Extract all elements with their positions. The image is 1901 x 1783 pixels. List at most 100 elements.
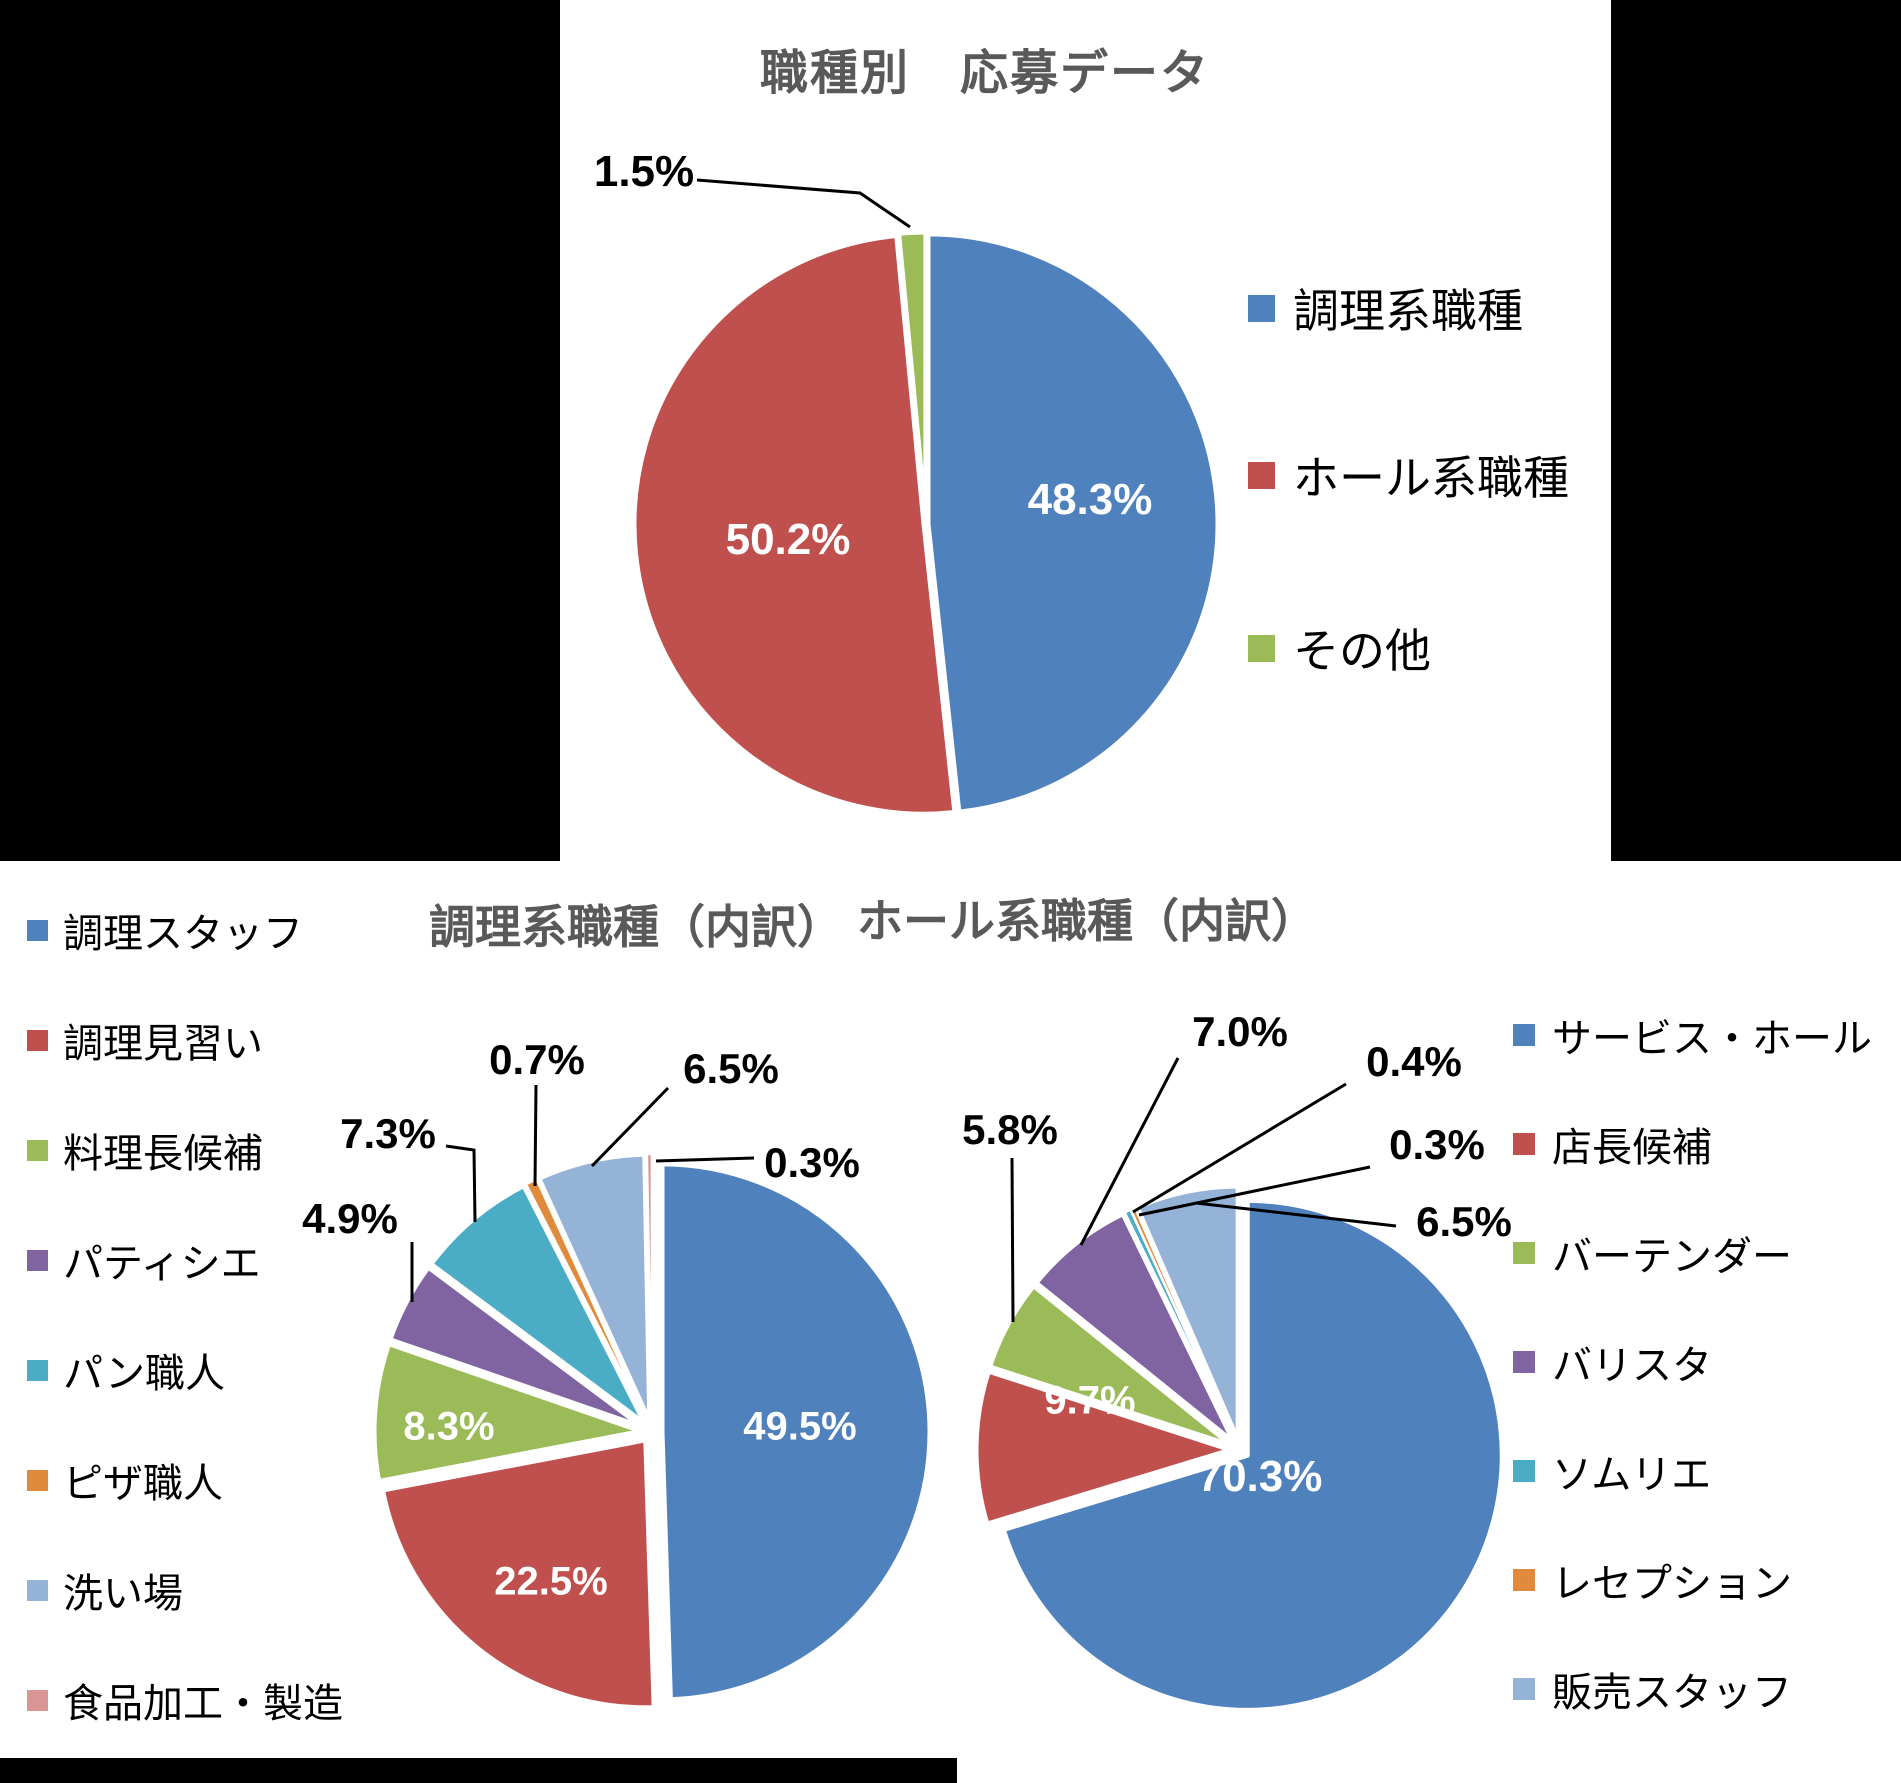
legend-label-baker: パン職人 xyxy=(63,1352,225,1396)
leader-line-pizza xyxy=(533,1084,538,1187)
pie-slice-ホール系職種 xyxy=(631,232,958,817)
slice-label-dishwashing: 6.5% xyxy=(683,1045,779,1092)
legend-label-sales-staff: 販売スタッフ xyxy=(1552,1671,1792,1715)
legend-item-cooking-trainee: 調理見習い xyxy=(27,1013,263,1067)
legend-label-pizza: ピザ職人 xyxy=(63,1462,223,1506)
legend-item-baker: パン職人 xyxy=(27,1343,225,1397)
slice-label-food-processing: 0.3% xyxy=(764,1139,860,1186)
pie-slice-その他 xyxy=(896,229,929,525)
pie-slice-バリスタ xyxy=(1033,1211,1237,1446)
pie-slice-料理長候補 xyxy=(371,1341,645,1484)
legend-item-cooking-staff: 調理スタッフ xyxy=(27,903,303,957)
pie-slice-バーテンダー xyxy=(987,1283,1235,1449)
slice-label-pizza: 0.7% xyxy=(489,1036,585,1083)
leader-line-food-processing xyxy=(655,1156,755,1163)
legend-swatch-head-chef-candidate xyxy=(27,1139,48,1161)
leader-line-baker xyxy=(445,1144,477,1223)
leader-line-top-other xyxy=(696,178,911,229)
legend-item-service-hall: サービス・ホール xyxy=(1513,1008,1872,1062)
top-chart-title: 職種別 応募データ xyxy=(759,47,1211,100)
legend-label-other: その他 xyxy=(1293,625,1431,677)
legend-label-head-chef-candidate: 料理長候補 xyxy=(63,1132,263,1176)
legend-label-barista: バリスタ xyxy=(1552,1344,1712,1388)
legend-swatch-patissier xyxy=(27,1249,48,1271)
legend-item-other: その他 xyxy=(1248,621,1431,677)
legend-swatch-pizza xyxy=(27,1469,48,1491)
pie-slice-調理スタッフ xyxy=(659,1161,933,1703)
legend-label-food-processing: 食品加工・製造 xyxy=(63,1682,343,1726)
leader-line-dishwashing xyxy=(590,1086,670,1168)
legend-label-dishwashing: 洗い場 xyxy=(63,1572,183,1616)
legend-label-cooking-jobs: 調理系職種 xyxy=(1293,285,1523,337)
slice-label-reception: 0.3% xyxy=(1389,1121,1485,1168)
legend-swatch-sales-staff xyxy=(1513,1678,1535,1700)
pie-cooking-breakdown xyxy=(371,1151,933,1711)
legend-swatch-cooking-staff xyxy=(27,919,48,941)
leader-line-bartender xyxy=(1010,1157,1015,1323)
legend-swatch-sommelier xyxy=(1513,1460,1535,1482)
legend-swatch-bartender xyxy=(1513,1242,1535,1264)
legend-swatch-hall-jobs xyxy=(1248,461,1275,489)
slice-label-other: 1.5% xyxy=(593,147,695,196)
legend-label-reception: レセプション xyxy=(1552,1562,1792,1606)
slice-label-bartender: 5.8% xyxy=(962,1106,1058,1153)
slice-label-cooking-trainee: 22.5% xyxy=(494,1559,608,1604)
pie-slice-販売スタッフ xyxy=(1134,1183,1241,1444)
slice-label-baker: 7.3% xyxy=(340,1110,436,1157)
legend-item-sales-staff: 販売スタッフ xyxy=(1513,1662,1792,1716)
pie-slice-レセプション xyxy=(1129,1206,1238,1444)
legend-item-food-processing: 食品加工・製造 xyxy=(27,1673,343,1727)
slice-label-service-hall: 70.3% xyxy=(1197,1452,1323,1501)
legend-label-bartender: バーテンダー xyxy=(1552,1235,1792,1279)
pie-slice-パティシエ xyxy=(387,1264,646,1430)
leader-line-reception xyxy=(1138,1165,1371,1217)
pie-hall-breakdown xyxy=(973,1183,1505,1713)
legend-swatch-baker xyxy=(27,1359,48,1381)
legend-item-hall-jobs: ホール系職種 xyxy=(1248,448,1569,504)
legend-label-cooking-trainee: 調理見習い xyxy=(63,1022,263,1066)
slice-label-sommelier: 0.4% xyxy=(1366,1038,1462,1085)
legend-item-dishwashing: 洗い場 xyxy=(27,1563,183,1617)
legend-label-cooking-staff: 調理スタッフ xyxy=(63,912,303,956)
legend-swatch-other xyxy=(1248,634,1275,662)
pie-slice-店長候補 xyxy=(973,1368,1234,1527)
leader-line-sommelier xyxy=(1132,1082,1347,1214)
slice-label-cooking-staff: 49.5% xyxy=(743,1404,857,1449)
legend-label-service-hall: サービス・ホール xyxy=(1552,1017,1872,1061)
slice-label-barista: 7.0% xyxy=(1192,1008,1288,1055)
legend-item-sommelier: ソムリエ xyxy=(1513,1444,1711,1498)
pie-slice-ピザ職人 xyxy=(524,1177,649,1425)
pie-slice-調理見習い xyxy=(379,1437,657,1711)
legend-item-pizza: ピザ職人 xyxy=(27,1453,223,1507)
legend-swatch-manager-candidate xyxy=(1513,1133,1535,1155)
slice-label-cooking-jobs: 48.3% xyxy=(1027,475,1153,524)
black-mask-top-right xyxy=(1611,0,1901,861)
slice-label-sales-staff: 6.5% xyxy=(1416,1198,1512,1245)
legend-item-head-chef-candidate: 料理長候補 xyxy=(27,1123,263,1177)
legend-swatch-cooking-jobs xyxy=(1248,294,1275,322)
legend-label-hall-jobs: ホール系職種 xyxy=(1293,452,1569,504)
legend-swatch-service-hall xyxy=(1513,1024,1535,1046)
legend-item-patissier: パティシエ xyxy=(27,1233,261,1287)
slice-label-head-chef-candidate: 8.3% xyxy=(403,1404,495,1449)
pie-slice-洗い場 xyxy=(536,1151,653,1425)
leader-line-sales-staff xyxy=(1195,1201,1397,1228)
legend-item-manager-candidate: 店長候補 xyxy=(1513,1117,1712,1171)
leader-line-barista xyxy=(1079,1057,1180,1246)
slice-label-hall-jobs: 50.2% xyxy=(725,515,851,564)
slice-label-patissier: 4.9% xyxy=(302,1195,398,1242)
hall-chart-title: ホール系職種（内訳） xyxy=(857,895,1317,947)
pie-slice-サービス・ホール xyxy=(1000,1197,1505,1713)
black-mask-top-left xyxy=(0,0,560,861)
legend-swatch-barista xyxy=(1513,1351,1535,1373)
black-mask-bottom xyxy=(0,1758,957,1783)
legend-item-cooking-jobs: 調理系職種 xyxy=(1248,281,1523,337)
legend-swatch-reception xyxy=(1513,1569,1535,1591)
legend-swatch-dishwashing xyxy=(27,1579,48,1601)
cooking-chart-title: 調理系職種（内訳） xyxy=(429,901,843,953)
pie-slice-調理系職種 xyxy=(925,231,1221,815)
legend-label-patissier: パティシエ xyxy=(63,1242,261,1286)
pie-top-applications xyxy=(631,229,1221,817)
